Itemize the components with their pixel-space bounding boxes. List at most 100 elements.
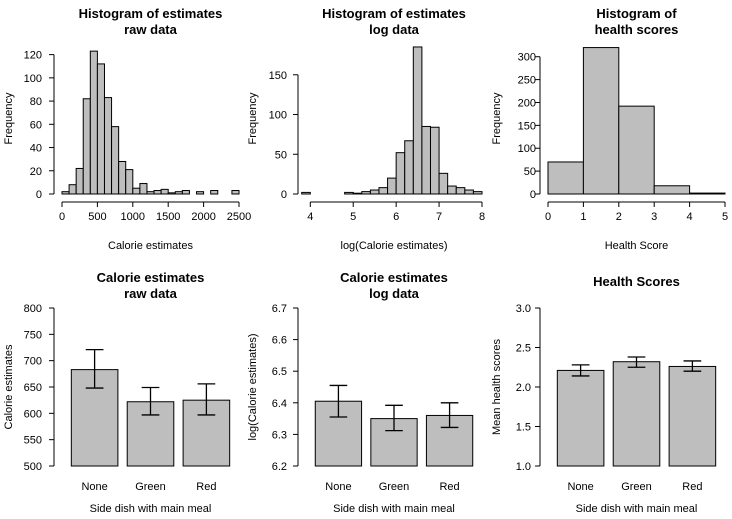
- chart-title-line: raw data: [124, 22, 178, 37]
- y-tick-label: 650: [24, 382, 42, 394]
- x-tick-label: 7: [436, 211, 442, 223]
- x-tick-label: 1: [580, 211, 586, 223]
- histogram-bar: [146, 191, 155, 195]
- y-tick-label: 150: [518, 120, 536, 132]
- x-tick-label: 4: [687, 211, 693, 223]
- x-axis-label: Side dish with main meal: [333, 503, 455, 515]
- y-axis-label: Frequency: [3, 92, 15, 144]
- chart-panel-6: Health Scores 1.0 1.5 2.0 2.5 3.0 Mean health …: [491, 274, 717, 515]
- y-tick-label: 0: [530, 189, 536, 201]
- y-tick-label: 20: [30, 166, 42, 178]
- y-tick-label: 6.5: [272, 366, 287, 378]
- bar: [556, 369, 605, 467]
- x-tick-label: 5: [350, 211, 356, 223]
- x-category-label: Red: [439, 481, 459, 493]
- y-tick-label: 6.4: [272, 398, 287, 410]
- histogram-bar: [167, 192, 176, 195]
- bar: [668, 365, 717, 467]
- histogram-bar: [301, 191, 311, 195]
- y-tick-label: 2.0: [516, 382, 531, 394]
- histogram-bar: [447, 185, 457, 195]
- y-axis-label: Frequency: [247, 92, 259, 144]
- histogram-bar: [421, 125, 431, 195]
- histogram-bar: [344, 191, 354, 195]
- x-category-label: None: [81, 481, 107, 493]
- chart-title-line: Health Scores: [593, 274, 680, 289]
- histogram-bar: [181, 190, 190, 195]
- histogram-bar: [689, 192, 726, 195]
- y-tick-label: 3.0: [516, 303, 531, 315]
- y-axis-label: Frequency: [491, 92, 503, 144]
- y-tick-label: 1.0: [516, 461, 531, 473]
- y-tick-label: 700: [24, 356, 42, 368]
- histogram-bar: [118, 160, 127, 195]
- x-axis-label: Side dish with main meal: [576, 503, 698, 515]
- histogram-bar: [89, 50, 98, 195]
- histogram-bar: [395, 152, 406, 195]
- histogram-bar: [455, 187, 466, 195]
- histogram-bar: [196, 191, 205, 195]
- x-tick-label: 2000: [191, 211, 215, 223]
- y-tick-label: 80: [30, 96, 42, 108]
- histogram-bar: [352, 192, 363, 195]
- x-tick-label: 3: [651, 211, 657, 223]
- chart-title-line: log data: [369, 286, 420, 301]
- y-tick-label: 6.2: [272, 461, 287, 473]
- y-tick-label: 100: [269, 110, 287, 122]
- x-tick-label: 1000: [121, 211, 145, 223]
- x-tick-label: 5: [722, 211, 728, 223]
- x-category-label: Red: [196, 481, 216, 493]
- y-tick-label: 550: [24, 435, 42, 447]
- histogram-bar: [96, 63, 105, 195]
- histogram-bar: [369, 189, 380, 195]
- histogram-bar: [103, 97, 113, 195]
- histogram-bar: [210, 190, 219, 195]
- histogram-bar: [75, 167, 84, 195]
- histogram-bar: [429, 126, 440, 195]
- histogram-bar: [412, 46, 423, 195]
- x-category-label: Green: [621, 481, 652, 493]
- histogram-bar: [582, 47, 620, 195]
- y-tick-label: 100: [24, 73, 42, 85]
- histogram-bar: [111, 126, 120, 195]
- y-axis-label: Mean health scores: [491, 339, 503, 435]
- chart-title-line: Histogram of estimates: [79, 6, 223, 21]
- x-axis-label: Side dish with main meal: [90, 503, 212, 515]
- bar: [612, 361, 661, 467]
- x-category-label: None: [325, 481, 351, 493]
- y-tick-label: 750: [24, 329, 42, 341]
- x-tick-label: 8: [479, 211, 485, 223]
- y-axis-label: log(Calorie estimates): [247, 334, 259, 441]
- y-tick-label: 300: [518, 52, 536, 64]
- histogram-bar: [438, 172, 449, 195]
- y-tick-label: 200: [518, 97, 536, 109]
- y-tick-label: 40: [30, 143, 42, 155]
- x-tick-label: 0: [59, 211, 65, 223]
- y-tick-label: 250: [518, 75, 536, 87]
- histogram-bar: [547, 161, 584, 195]
- x-category-label: Red: [682, 481, 702, 493]
- histogram-bar: [61, 191, 70, 195]
- histogram-bar: [387, 177, 397, 195]
- x-tick-label: 500: [88, 211, 106, 223]
- x-category-label: None: [567, 481, 593, 493]
- x-axis-label: log(Calorie estimates): [341, 240, 448, 252]
- y-tick-label: 6.6: [272, 335, 287, 347]
- histogram-bar: [618, 105, 655, 195]
- y-tick-label: 0: [36, 189, 42, 201]
- histogram-bar: [231, 190, 240, 195]
- histogram-bar: [68, 184, 77, 195]
- histogram-bar: [132, 187, 141, 195]
- chart-title-line: Histogram of: [596, 6, 677, 21]
- x-axis-label: Calorie estimates: [108, 240, 193, 252]
- histogram-bar: [464, 189, 474, 195]
- y-tick-label: 50: [275, 149, 287, 161]
- chart-title-line: health scores: [595, 22, 679, 37]
- histogram-bar: [653, 185, 691, 195]
- y-tick-label: 600: [24, 408, 42, 420]
